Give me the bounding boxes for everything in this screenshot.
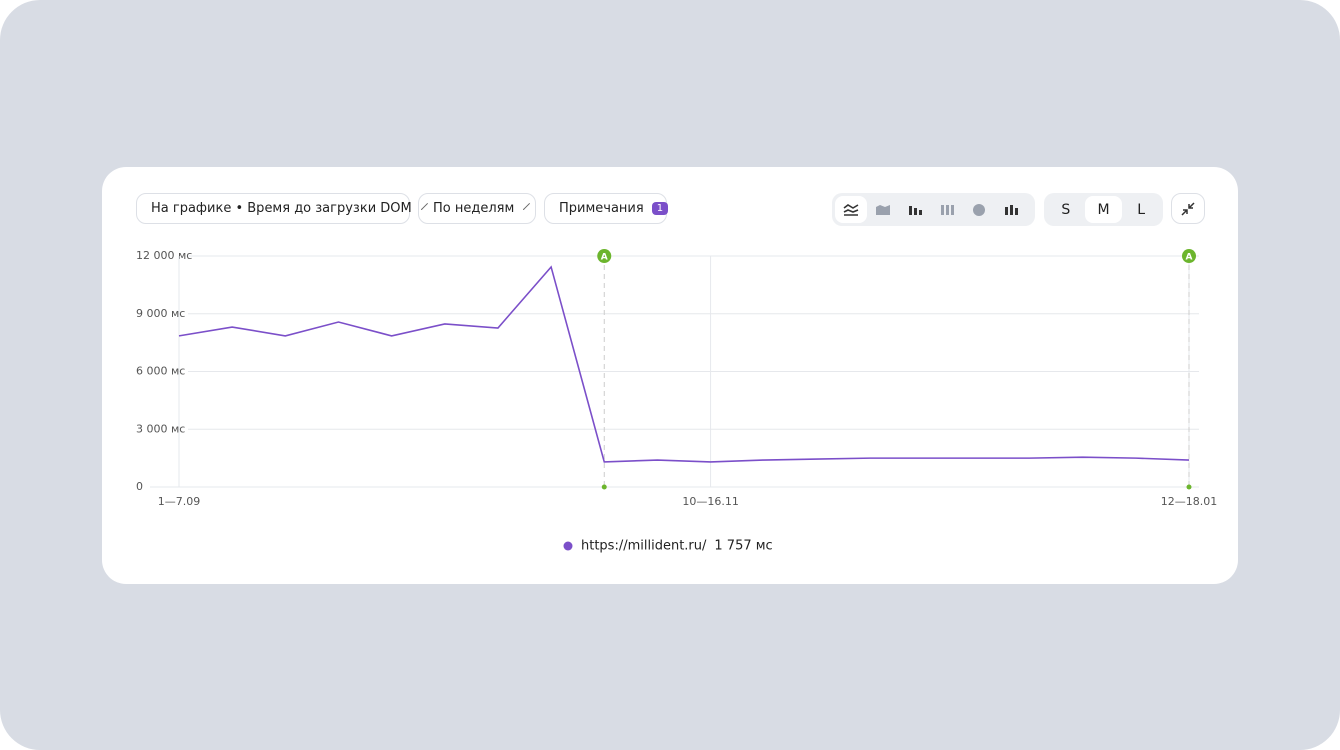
type-stacked[interactable] — [931, 196, 963, 223]
size-option[interactable]: S — [1061, 201, 1071, 218]
annotation-marker — [597, 249, 612, 263]
annotation-dot — [601, 484, 607, 490]
y-tick-label: 12 000 мс — [136, 249, 192, 262]
type-bar[interactable] — [899, 196, 931, 223]
collapse-button[interactable] — [1171, 193, 1205, 224]
legend-dot — [563, 541, 573, 551]
button-label: Примечания — [559, 201, 644, 216]
annotation-label: A — [601, 253, 608, 263]
chart-type-group — [832, 193, 1035, 226]
x-tick-label: 10—16.11 — [682, 495, 739, 508]
annotation-dot — [1186, 484, 1192, 490]
series-line — [178, 265, 1190, 463]
metric-dropdown[interactable]: На графике • Время до загрузки DOM — [136, 193, 428, 224]
dropdown-label: По неделям — [433, 201, 515, 216]
legend-name: https://millident.ru/ — [581, 539, 707, 554]
type-area[interactable] — [867, 196, 899, 223]
type-pie[interactable] — [963, 196, 995, 223]
notes-badge: 1 — [651, 202, 669, 215]
y-tick-label: 0 — [136, 480, 143, 493]
y-tick-label: 3 000 мс — [136, 422, 185, 435]
type-column[interactable] — [995, 196, 1027, 223]
y-tick-label: 9 000 мс — [136, 307, 185, 320]
dropdown-label: На графике • Время до загрузки DOM — [151, 201, 412, 216]
period-dropdown[interactable]: По неделям — [418, 193, 536, 224]
type-line[interactable] — [835, 196, 867, 223]
annotation-label: A — [1186, 253, 1193, 263]
annotation-marker — [1182, 249, 1196, 263]
chart-card: На графике • Время до загрузки DOM По не… — [102, 167, 1238, 584]
notes-button[interactable]: Примечания 1 — [544, 193, 669, 224]
x-tick-label: 1—7.09 — [158, 495, 201, 508]
size-option[interactable]: L — [1137, 201, 1146, 218]
x-tick-label: 12—18.01 — [1161, 495, 1218, 508]
y-tick-label: 6 000 мс — [136, 365, 185, 378]
legend-value: 1 757 мс — [714, 539, 772, 554]
size-option[interactable]: M — [1084, 196, 1123, 223]
